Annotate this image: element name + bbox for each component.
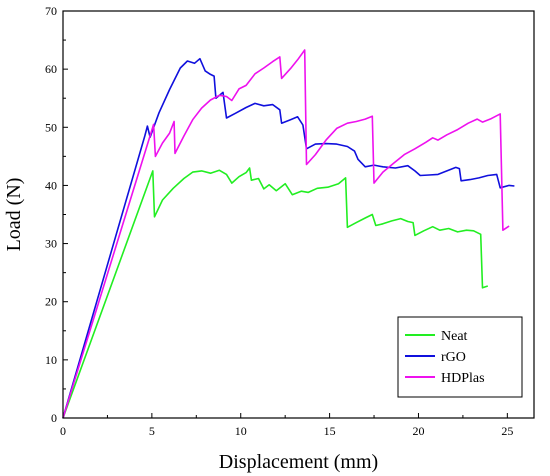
legend-label-rgo: rGO — [441, 350, 466, 365]
x-tick-label: 20 — [412, 424, 424, 438]
x-tick-label: 0 — [60, 424, 66, 438]
y-tick-label: 60 — [45, 62, 57, 76]
plot-frame — [62, 10, 535, 419]
x-axis-title: Displacement (mm) — [219, 451, 378, 473]
y-tick-label: 40 — [45, 178, 57, 192]
y-tick-label: 20 — [45, 295, 57, 309]
x-tick-label: 15 — [324, 424, 336, 438]
x-tick-label: 5 — [149, 424, 155, 438]
series-layer — [62, 49, 515, 419]
y-tick-label: 10 — [45, 353, 57, 367]
series-line-neat — [62, 167, 489, 419]
x-axis-ticks: 0 5 10 15 20 25 — [60, 413, 513, 438]
legend: Neat rGO HDPlas — [397, 316, 523, 398]
y-tick-label: 0 — [51, 411, 57, 425]
y-tick-label: 50 — [45, 120, 57, 134]
y-axis-title: Load (N) — [3, 178, 25, 252]
y-tick-label: 30 — [45, 237, 57, 251]
legend-label-neat: Neat — [441, 329, 468, 344]
x-tick-label: 25 — [501, 424, 513, 438]
x-tick-label: 10 — [235, 424, 247, 438]
series-line-hdplas — [62, 49, 510, 419]
legend-label-hdplas: HDPlas — [441, 371, 485, 386]
y-tick-label: 70 — [45, 4, 57, 18]
y-axis-ticks: 0 10 20 30 40 50 60 70 — [45, 4, 68, 425]
